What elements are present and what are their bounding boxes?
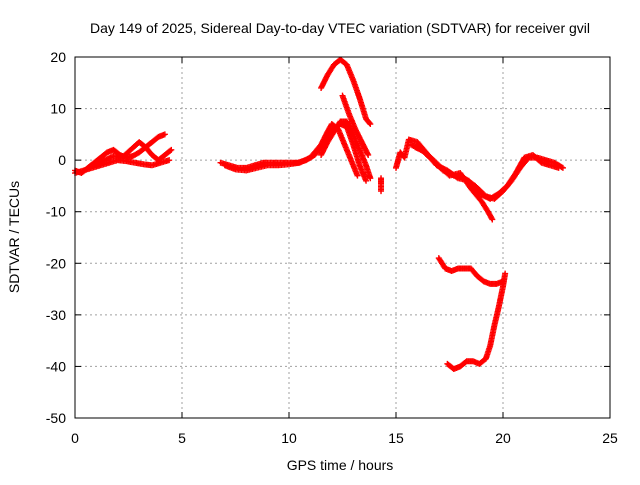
data-point <box>502 270 509 277</box>
data-series-arc-3 <box>93 139 175 169</box>
data-point <box>366 120 373 127</box>
x-tick-label: 25 <box>602 430 618 446</box>
y-tick-label: -40 <box>46 358 66 374</box>
x-tick-label: 5 <box>178 430 186 446</box>
data-series-arc-6 <box>318 118 374 182</box>
data-series-arc-8 <box>339 92 372 158</box>
y-tick-label: -30 <box>46 307 66 323</box>
data-series-arc-7 <box>318 56 374 128</box>
data-point <box>378 188 385 195</box>
data-point <box>367 121 374 128</box>
grid-layer <box>75 57 610 418</box>
data-point <box>354 172 361 179</box>
data-point <box>365 151 372 158</box>
y-tick-label: 0 <box>58 152 66 168</box>
y-axis-label: SDTVAR / TECUs <box>6 181 22 293</box>
data-series-arc-12 <box>412 144 562 202</box>
x-tick-label: 10 <box>281 430 297 446</box>
data-series-arc-9 <box>378 175 385 195</box>
data-point <box>363 177 370 184</box>
plot-frame <box>74 56 611 419</box>
data-series-arc-11 <box>407 141 566 202</box>
data-series-arc-13 <box>435 255 506 287</box>
y-tick-label: 10 <box>50 101 66 117</box>
x-tick-label: 0 <box>71 430 79 446</box>
y-tick-label: -20 <box>46 255 66 271</box>
data-layer <box>72 56 566 373</box>
x-tick-label: 20 <box>495 430 511 446</box>
data-point <box>555 164 562 171</box>
data-series-arc-10 <box>393 136 496 223</box>
data-point <box>367 175 374 182</box>
y-tick-label: -50 <box>46 410 66 426</box>
chart-title: Day 149 of 2025, Sidereal Day-to-day VTE… <box>90 20 590 36</box>
y-tick-label: -10 <box>46 204 66 220</box>
data-series-arc-5 <box>221 121 361 179</box>
data-point <box>489 216 496 223</box>
y-tick-label: 20 <box>50 49 66 65</box>
data-point <box>167 147 174 154</box>
data-point <box>453 174 460 181</box>
data-series-arc-14 <box>444 270 509 373</box>
x-axis-label: GPS time / hours <box>287 457 394 473</box>
data-point <box>161 131 168 138</box>
data-point <box>488 215 495 222</box>
data-point <box>166 157 173 164</box>
tick-layer: 0 5 10 15 20 25 -50 -40 -30 -20 -10 0 10 20 <box>46 49 618 446</box>
x-tick-label: 15 <box>388 430 404 446</box>
data-point <box>168 146 175 153</box>
